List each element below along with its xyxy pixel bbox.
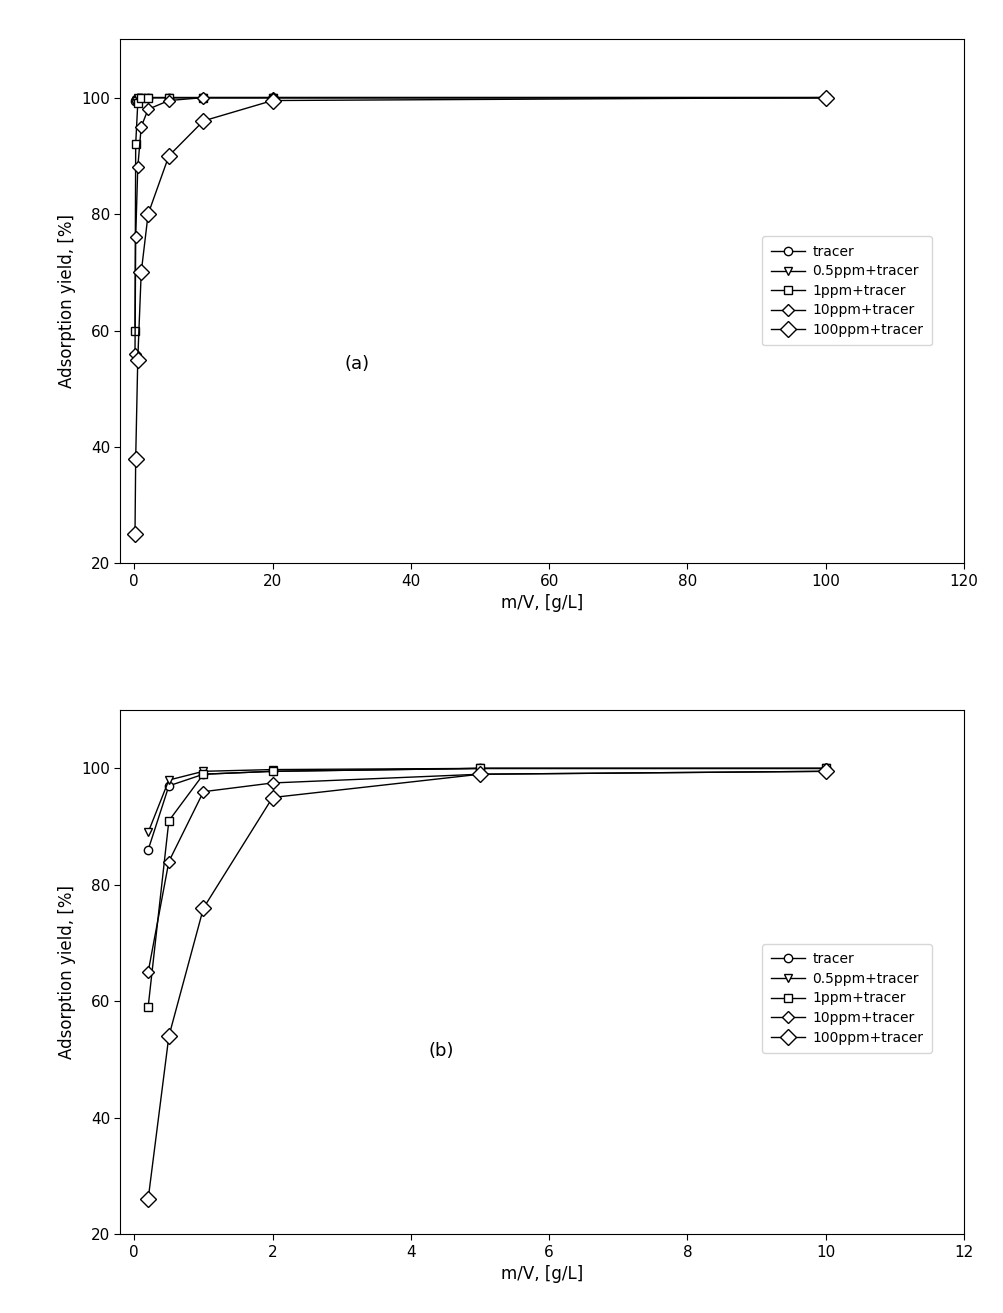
tracer [162, 779, 175, 794]
Line: 0.5ppm+tracer: 0.5ppm+tracer [143, 764, 828, 836]
0.5ppm+tracer [266, 89, 278, 105]
0.5ppm+tracer [818, 89, 830, 105]
10ppm+tracer [142, 964, 154, 979]
0.5ppm+tracer [266, 762, 278, 777]
1ppm+tracer [142, 89, 154, 105]
Line: 0.5ppm+tracer: 0.5ppm+tracer [130, 93, 828, 108]
100ppm+tracer [198, 113, 210, 129]
Y-axis label: Adsorption yield, [%]: Adsorption yield, [%] [57, 885, 75, 1060]
1ppm+tracer [266, 89, 278, 105]
1ppm+tracer [198, 89, 210, 105]
100ppm+tracer [142, 1191, 154, 1207]
tracer [162, 89, 175, 105]
Line: tracer: tracer [130, 93, 828, 105]
tracer [198, 767, 210, 783]
tracer [266, 763, 278, 779]
10ppm+tracer [266, 89, 278, 105]
10ppm+tracer [198, 89, 210, 105]
100ppm+tracer [131, 352, 143, 368]
Text: (b): (b) [428, 1041, 453, 1060]
1ppm+tracer [198, 767, 210, 783]
100ppm+tracer [818, 763, 830, 779]
10ppm+tracer [266, 775, 278, 790]
100ppm+tracer [162, 148, 175, 164]
100ppm+tracer [142, 206, 154, 222]
1ppm+tracer [473, 760, 485, 776]
100ppm+tracer [162, 1028, 175, 1044]
10ppm+tracer [162, 93, 175, 109]
1ppm+tracer [129, 137, 141, 152]
10ppm+tracer [198, 784, 210, 800]
tracer [131, 89, 143, 105]
Y-axis label: Adsorption yield, [%]: Adsorption yield, [%] [57, 214, 75, 389]
tracer [818, 760, 830, 776]
tracer [135, 89, 147, 105]
0.5ppm+tracer [131, 89, 143, 105]
Legend: tracer, 0.5ppm+tracer, 1ppm+tracer, 10ppm+tracer, 100ppm+tracer: tracer, 0.5ppm+tracer, 1ppm+tracer, 10pp… [761, 944, 931, 1053]
Line: 1ppm+tracer: 1ppm+tracer [130, 93, 828, 335]
tracer [129, 91, 141, 106]
tracer [142, 842, 154, 857]
100ppm+tracer [266, 93, 278, 109]
0.5ppm+tracer [135, 89, 147, 105]
10ppm+tracer [818, 763, 830, 779]
100ppm+tracer [198, 901, 210, 916]
0.5ppm+tracer [198, 89, 210, 105]
100ppm+tracer [266, 789, 278, 805]
10ppm+tracer [473, 767, 485, 783]
0.5ppm+tracer [142, 825, 154, 840]
0.5ppm+tracer [129, 93, 141, 109]
1ppm+tracer [128, 323, 140, 339]
tracer [128, 93, 140, 109]
10ppm+tracer [818, 89, 830, 105]
100ppm+tracer [818, 89, 830, 105]
Line: 1ppm+tracer: 1ppm+tracer [143, 764, 828, 1011]
10ppm+tracer [128, 345, 140, 361]
Text: (a): (a) [344, 356, 369, 373]
10ppm+tracer [142, 101, 154, 117]
0.5ppm+tracer [818, 760, 830, 776]
0.5ppm+tracer [142, 89, 154, 105]
0.5ppm+tracer [162, 772, 175, 788]
tracer [142, 89, 154, 105]
1ppm+tracer [818, 89, 830, 105]
100ppm+tracer [129, 450, 141, 466]
0.5ppm+tracer [162, 89, 175, 105]
1ppm+tracer [162, 89, 175, 105]
0.5ppm+tracer [198, 763, 210, 779]
X-axis label: m/V, [g/L]: m/V, [g/L] [500, 595, 583, 612]
Line: tracer: tracer [143, 764, 828, 853]
tracer [266, 89, 278, 105]
tracer [818, 89, 830, 105]
1ppm+tracer [142, 999, 154, 1015]
10ppm+tracer [135, 119, 147, 135]
1ppm+tracer [162, 813, 175, 829]
100ppm+tracer [473, 767, 485, 783]
tracer [473, 760, 485, 776]
tracer [198, 89, 210, 105]
100ppm+tracer [135, 264, 147, 280]
1ppm+tracer [135, 89, 147, 105]
Line: 10ppm+tracer: 10ppm+tracer [143, 767, 828, 977]
X-axis label: m/V, [g/L]: m/V, [g/L] [500, 1266, 583, 1283]
1ppm+tracer [131, 96, 143, 112]
Line: 100ppm+tracer: 100ppm+tracer [142, 765, 830, 1205]
100ppm+tracer [128, 527, 140, 542]
1ppm+tracer [266, 763, 278, 779]
Line: 10ppm+tracer: 10ppm+tracer [130, 93, 828, 358]
0.5ppm+tracer [128, 96, 140, 112]
10ppm+tracer [162, 853, 175, 869]
Line: 100ppm+tracer: 100ppm+tracer [129, 92, 830, 540]
Legend: tracer, 0.5ppm+tracer, 1ppm+tracer, 10ppm+tracer, 100ppm+tracer: tracer, 0.5ppm+tracer, 1ppm+tracer, 10pp… [761, 236, 931, 345]
10ppm+tracer [129, 230, 141, 246]
1ppm+tracer [818, 760, 830, 776]
10ppm+tracer [131, 160, 143, 176]
0.5ppm+tracer [473, 760, 485, 776]
